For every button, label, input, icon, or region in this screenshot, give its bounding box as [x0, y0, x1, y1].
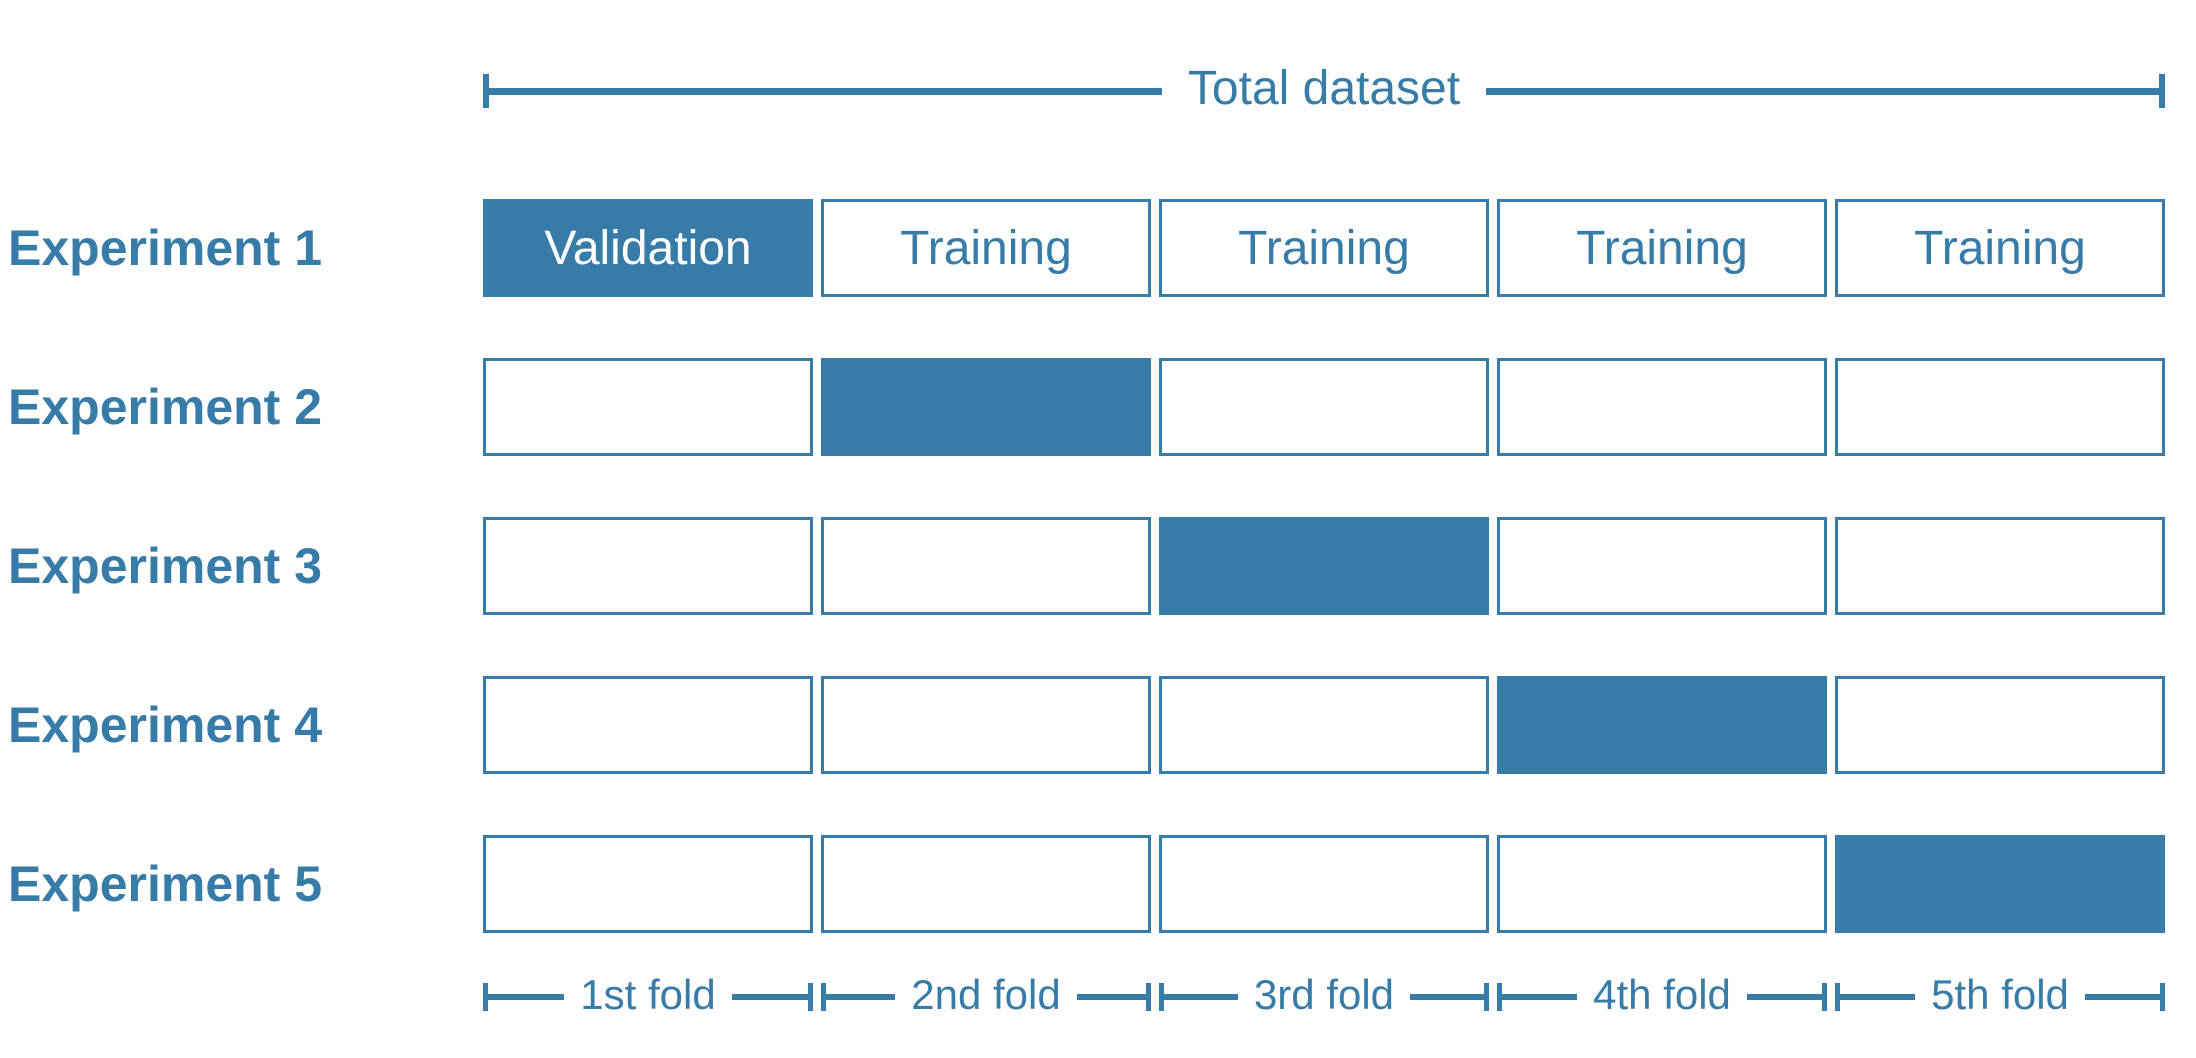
- fold-tick-left-icon: [1497, 983, 1502, 1011]
- fold-tick-left-icon: [821, 983, 826, 1011]
- fold-cell: [483, 358, 813, 456]
- fold-line-left: [826, 994, 896, 1000]
- bracket-tick-right-icon: [2159, 74, 2165, 108]
- fold-line-left: [1164, 994, 1238, 1000]
- fold-cell: [1835, 676, 2165, 774]
- bracket-line-left: [489, 87, 1162, 95]
- fold-cell: [1159, 517, 1489, 615]
- fold-tick-right-icon: [1484, 983, 1489, 1011]
- experiment-3-label: Experiment 3: [8, 538, 323, 594]
- fold-line-left: [488, 994, 565, 1000]
- fold-cell: [1159, 676, 1489, 774]
- experiment-row-5: Experiment 5: [0, 835, 2196, 933]
- total-dataset-bracket: Total dataset: [483, 65, 2165, 113]
- fold-line-left: [1502, 994, 1578, 1000]
- fold-label-5: 5th fold: [1931, 971, 2069, 1018]
- fold-cell: Training: [821, 199, 1151, 297]
- cell-label: Training: [1576, 221, 1748, 275]
- fold-label-1: 1st fold: [580, 971, 716, 1018]
- fold-cells-row-1: Validation Training Training Training Tr…: [483, 199, 2165, 297]
- fold-bracket-1: 1st fold: [483, 965, 814, 1029]
- fold-line-right: [731, 994, 809, 1000]
- fold-tick-left-icon: [1835, 983, 1840, 1011]
- fold-cell: [821, 676, 1151, 774]
- experiment-5-label: Experiment 5: [8, 856, 323, 912]
- cell-label: Training: [900, 221, 1072, 275]
- fold-cell: [1835, 835, 2165, 933]
- fold-bracket-2: 2nd fold: [821, 965, 1151, 1029]
- fold-cell: [1835, 358, 2165, 456]
- bracket-tick-left-icon: [483, 74, 489, 108]
- experiment-row-3: Experiment 3: [0, 517, 2196, 615]
- fold-cell: [1835, 517, 2165, 615]
- fold-tick-right-icon: [1146, 983, 1151, 1011]
- fold-label-3: 3rd fold: [1253, 971, 1395, 1018]
- fold-cell: [483, 835, 813, 933]
- fold-bracket-5: 5th fold: [1835, 965, 2165, 1029]
- fold-cells-row-2: [483, 358, 2165, 456]
- fold-tick-right-icon: [808, 983, 814, 1011]
- fold-cell: [1497, 517, 1827, 615]
- fold-cell: Training: [1835, 199, 2165, 297]
- fold-tick-right-icon: [1822, 983, 1827, 1011]
- fold-line-left: [1840, 994, 1916, 1000]
- fold-cell: [821, 358, 1151, 456]
- fold-cell: Training: [1497, 199, 1827, 297]
- fold-cell: [483, 517, 813, 615]
- fold-cells-row-5: [483, 835, 2165, 933]
- fold-bracket-3: 3rd fold: [1159, 965, 1489, 1029]
- fold-label-4: 4th fold: [1593, 971, 1731, 1018]
- cell-label: Training: [1914, 221, 2086, 275]
- fold-cell: Validation: [483, 199, 813, 297]
- fold-cells-row-4: [483, 676, 2165, 774]
- fold-cell: [483, 676, 813, 774]
- fold-axis: 1st fold 2nd fold 3rd fold 4th fold 5th …: [483, 965, 2165, 1029]
- fold-line-right: [1746, 994, 1822, 1000]
- fold-cell: [821, 835, 1151, 933]
- bracket-line-right: [1486, 87, 2159, 95]
- fold-line-right: [1410, 994, 1484, 1000]
- experiment-2-label: Experiment 2: [8, 379, 323, 435]
- experiment-row-1: Experiment 1 Validation Training Trainin…: [0, 199, 2196, 297]
- fold-cell: [1497, 358, 1827, 456]
- fold-line-right: [1076, 994, 1146, 1000]
- fold-line-right: [2084, 994, 2160, 1000]
- experiment-4-label: Experiment 4: [8, 697, 323, 753]
- fold-cell: [1159, 835, 1489, 933]
- fold-bracket-4: 4th fold: [1497, 965, 1827, 1029]
- fold-tick-left-icon: [483, 983, 488, 1011]
- experiment-row-4: Experiment 4: [0, 676, 2196, 774]
- fold-tick-right-icon: [2160, 983, 2165, 1011]
- fold-cell: [1159, 358, 1489, 456]
- fold-cell: Training: [1159, 199, 1489, 297]
- cell-label: Training: [1238, 221, 1410, 275]
- experiment-1-label: Experiment 1: [8, 220, 323, 276]
- fold-cell: [821, 517, 1151, 615]
- cell-label: Validation: [544, 221, 752, 275]
- fold-cell: [1497, 835, 1827, 933]
- total-dataset-label: Total dataset: [1187, 62, 1461, 115]
- fold-label-2: 2nd fold: [911, 971, 1061, 1018]
- fold-cell: [1497, 676, 1827, 774]
- fold-cells-row-3: [483, 517, 2165, 615]
- fold-tick-left-icon: [1159, 983, 1164, 1011]
- experiment-row-2: Experiment 2: [0, 358, 2196, 456]
